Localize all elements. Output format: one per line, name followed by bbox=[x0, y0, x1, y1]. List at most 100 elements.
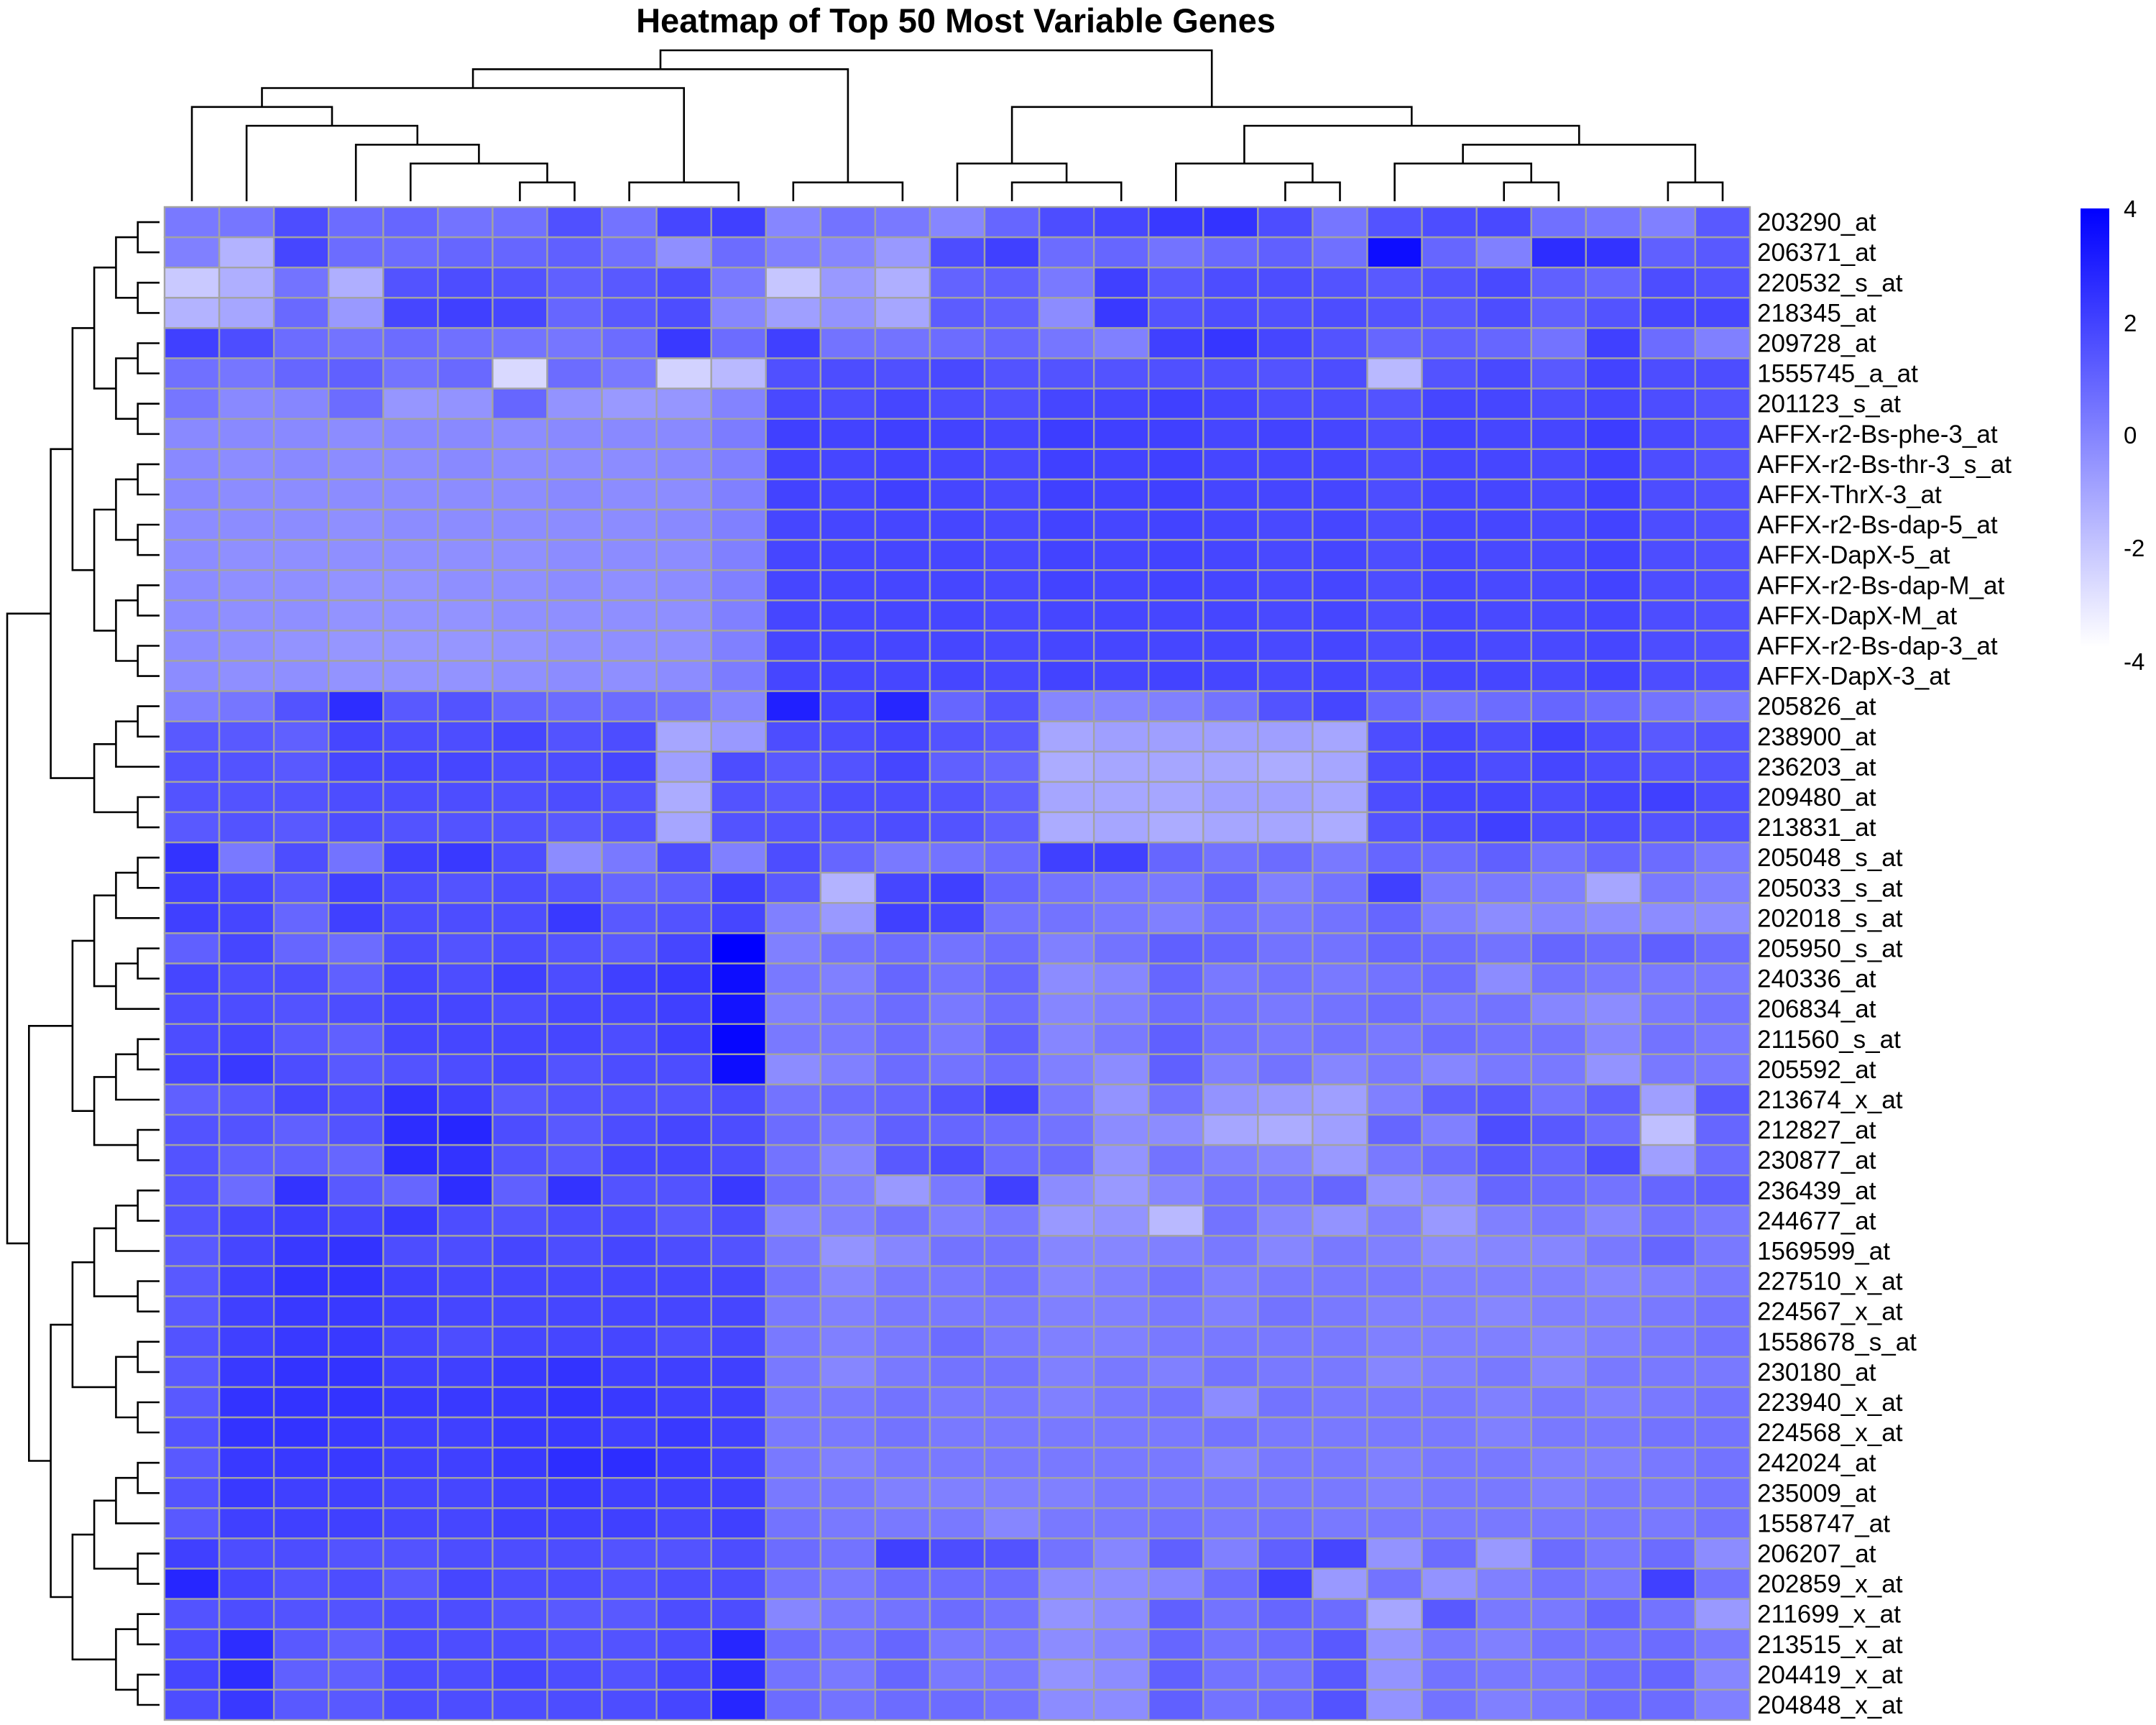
row-dendrogram-branch bbox=[137, 1190, 160, 1222]
heatmap-cell bbox=[1148, 1113, 1204, 1146]
heatmap-cell bbox=[218, 1688, 275, 1721]
heatmap-cell bbox=[1530, 1235, 1587, 1267]
heatmap-cell bbox=[1694, 1113, 1751, 1146]
heatmap-cell bbox=[655, 871, 712, 904]
heatmap-cell bbox=[1639, 1658, 1697, 1691]
heatmap-cell bbox=[546, 630, 603, 662]
heatmap-cell bbox=[546, 841, 603, 874]
heatmap-cell bbox=[218, 1356, 275, 1389]
heatmap-cell bbox=[1038, 1265, 1095, 1297]
heatmap-cell bbox=[601, 720, 658, 753]
heatmap-cell bbox=[1366, 206, 1423, 239]
heatmap-cell bbox=[601, 1386, 658, 1419]
heatmap-cell bbox=[1639, 508, 1697, 541]
heatmap-cell bbox=[163, 1628, 221, 1660]
heatmap-cell bbox=[819, 297, 877, 329]
heatmap-cell bbox=[1530, 418, 1587, 451]
heatmap-cell bbox=[1038, 1053, 1095, 1086]
heatmap-cell bbox=[1530, 1083, 1587, 1116]
heatmap-cell bbox=[1639, 1568, 1697, 1600]
heatmap-cell bbox=[819, 357, 877, 390]
row-label: 209728_at bbox=[1757, 330, 1876, 358]
heatmap-cell bbox=[272, 811, 330, 844]
heatmap-cell bbox=[710, 538, 767, 571]
heatmap-cell bbox=[983, 1446, 1041, 1479]
heatmap-cell bbox=[765, 1295, 822, 1328]
heatmap-cell bbox=[492, 206, 548, 239]
heatmap-cell bbox=[1312, 1113, 1368, 1146]
heatmap-cell bbox=[1312, 599, 1368, 632]
heatmap-cell bbox=[1585, 962, 1642, 995]
heatmap-cell bbox=[546, 811, 603, 844]
heatmap-cell bbox=[929, 1598, 986, 1630]
heatmap-cell bbox=[1585, 1537, 1642, 1570]
heatmap-cell bbox=[710, 720, 767, 753]
heatmap-cell bbox=[272, 660, 330, 692]
heatmap-cell bbox=[1257, 781, 1314, 814]
heatmap-cell bbox=[546, 1537, 603, 1570]
heatmap-cell bbox=[601, 387, 658, 420]
heatmap-cell bbox=[1475, 1356, 1532, 1389]
heatmap-cell bbox=[1475, 418, 1532, 451]
heatmap-cell bbox=[382, 327, 439, 359]
row-dendrogram-branch bbox=[137, 463, 160, 496]
heatmap-cell bbox=[1148, 267, 1204, 299]
heatmap-cell bbox=[546, 1628, 603, 1660]
heatmap-cell bbox=[272, 1628, 330, 1660]
heatmap-cell bbox=[1257, 569, 1314, 602]
heatmap-cell bbox=[929, 1476, 986, 1509]
heatmap-cell bbox=[655, 448, 712, 481]
heatmap-cell bbox=[382, 1628, 439, 1660]
heatmap-cell bbox=[328, 1053, 384, 1086]
heatmap-cell bbox=[1202, 1083, 1259, 1116]
heatmap-cell bbox=[1639, 841, 1697, 874]
heatmap-cell bbox=[437, 206, 494, 239]
heatmap-cell bbox=[655, 418, 712, 451]
heatmap-cell bbox=[1092, 1658, 1150, 1691]
heatmap-cell bbox=[1530, 1325, 1587, 1358]
heatmap-cell bbox=[328, 569, 384, 602]
heatmap-cell bbox=[1366, 387, 1423, 420]
heatmap-cell bbox=[655, 236, 712, 269]
heatmap-cell bbox=[1312, 1507, 1368, 1540]
row-dendrogram-branch bbox=[137, 221, 160, 254]
heatmap-cell bbox=[218, 297, 275, 329]
heatmap-cell bbox=[1202, 630, 1259, 662]
heatmap-cell bbox=[1366, 993, 1423, 1025]
row-dendrogram-branch bbox=[115, 357, 138, 420]
heatmap-cell bbox=[1092, 720, 1150, 753]
heatmap-cell bbox=[929, 599, 986, 632]
heatmap-cell bbox=[1312, 660, 1368, 692]
heatmap-cell bbox=[655, 811, 712, 844]
heatmap-cell bbox=[272, 1476, 330, 1509]
heatmap-cell bbox=[272, 932, 330, 965]
heatmap-cell bbox=[218, 1537, 275, 1570]
heatmap-cell bbox=[601, 660, 658, 692]
heatmap-cell bbox=[382, 1658, 439, 1691]
heatmap-cell bbox=[1312, 1628, 1368, 1660]
heatmap-cell bbox=[1312, 1356, 1368, 1389]
row-dendrogram bbox=[6, 221, 160, 1706]
heatmap-cell bbox=[819, 1598, 877, 1630]
heatmap-cell bbox=[328, 1356, 384, 1389]
row-dendrogram-branch bbox=[137, 1673, 160, 1706]
row-label: 211560_s_at bbox=[1757, 1026, 1901, 1054]
heatmap-cell bbox=[328, 841, 384, 874]
heatmap-cell bbox=[546, 599, 603, 632]
heatmap-cell bbox=[1639, 781, 1697, 814]
heatmap-cell bbox=[983, 932, 1041, 965]
heatmap-cell bbox=[1202, 236, 1259, 269]
row-label: 236439_at bbox=[1757, 1177, 1876, 1205]
heatmap-cell bbox=[601, 690, 658, 722]
heatmap-cell bbox=[1202, 1053, 1259, 1086]
row-label: AFFX-r2-Bs-phe-3_at bbox=[1757, 420, 1998, 448]
heatmap-cell bbox=[983, 871, 1041, 904]
heatmap-cell bbox=[1366, 630, 1423, 662]
heatmap-cell bbox=[1148, 236, 1204, 269]
heatmap-cell bbox=[929, 1265, 986, 1297]
heatmap-cell bbox=[1092, 1416, 1150, 1449]
row-label: AFFX-r2-Bs-dap-5_at bbox=[1757, 511, 1998, 539]
heatmap-cell bbox=[1092, 1295, 1150, 1328]
heatmap-cell bbox=[765, 478, 822, 511]
heatmap-cell bbox=[1038, 327, 1095, 359]
